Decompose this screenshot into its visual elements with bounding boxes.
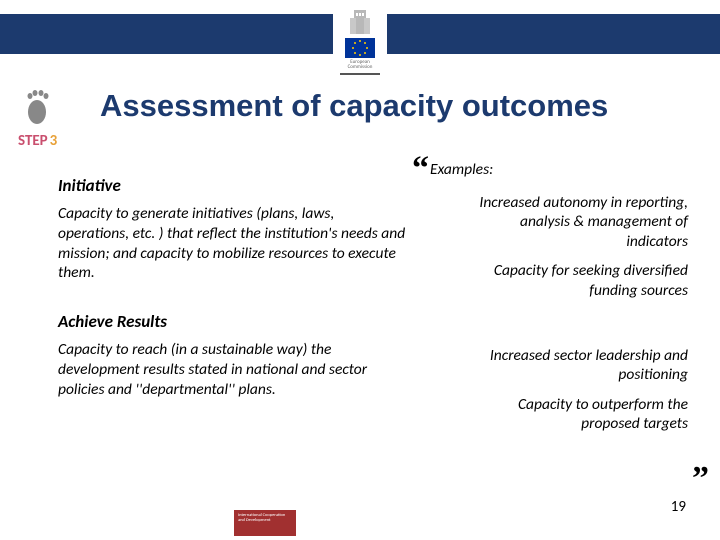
step-word: STEP: [18, 132, 48, 150]
step-badge: STEP3: [18, 86, 76, 154]
examples-label: Examples:: [430, 160, 688, 179]
logo-line2: Commission: [348, 64, 373, 70]
section-1-body: Capacity to generate initiatives (plans,…: [58, 204, 406, 283]
logo-underline: [340, 73, 380, 75]
quote-open-icon: “: [412, 150, 429, 188]
building-icon: [346, 6, 374, 36]
content-right: Examples: Increased autonomy in reportin…: [428, 160, 688, 443]
footprint-icon: [22, 86, 62, 126]
section-2-heading: Achieve Results: [58, 311, 406, 332]
example-1-1: Increased autonomy in reporting, analysi…: [428, 193, 688, 251]
page-title: Assessment of capacity outcomes: [100, 88, 608, 124]
example-1-2: Capacity for seeking diversified funding…: [428, 261, 688, 300]
section-1-heading: Initiative: [58, 175, 406, 196]
content-left: Initiative Capacity to generate initiati…: [58, 175, 406, 428]
eu-flag-icon: [345, 38, 375, 58]
page-number: 19: [671, 498, 686, 516]
quote-close-icon: ”: [692, 460, 709, 498]
step-label: STEP3: [18, 132, 76, 150]
logo-text: European Commission: [348, 60, 373, 70]
bottom-badge: International Cooperation and Developmen…: [234, 510, 296, 536]
step-number: 3: [50, 132, 58, 150]
section-2-body: Capacity to reach (in a sustainable way)…: [58, 340, 406, 399]
ec-logo: European Commission: [333, 0, 387, 78]
example-2-1: Increased sector leadership and position…: [428, 346, 688, 385]
example-2-2: Capacity to outperform the proposed targ…: [428, 395, 688, 434]
